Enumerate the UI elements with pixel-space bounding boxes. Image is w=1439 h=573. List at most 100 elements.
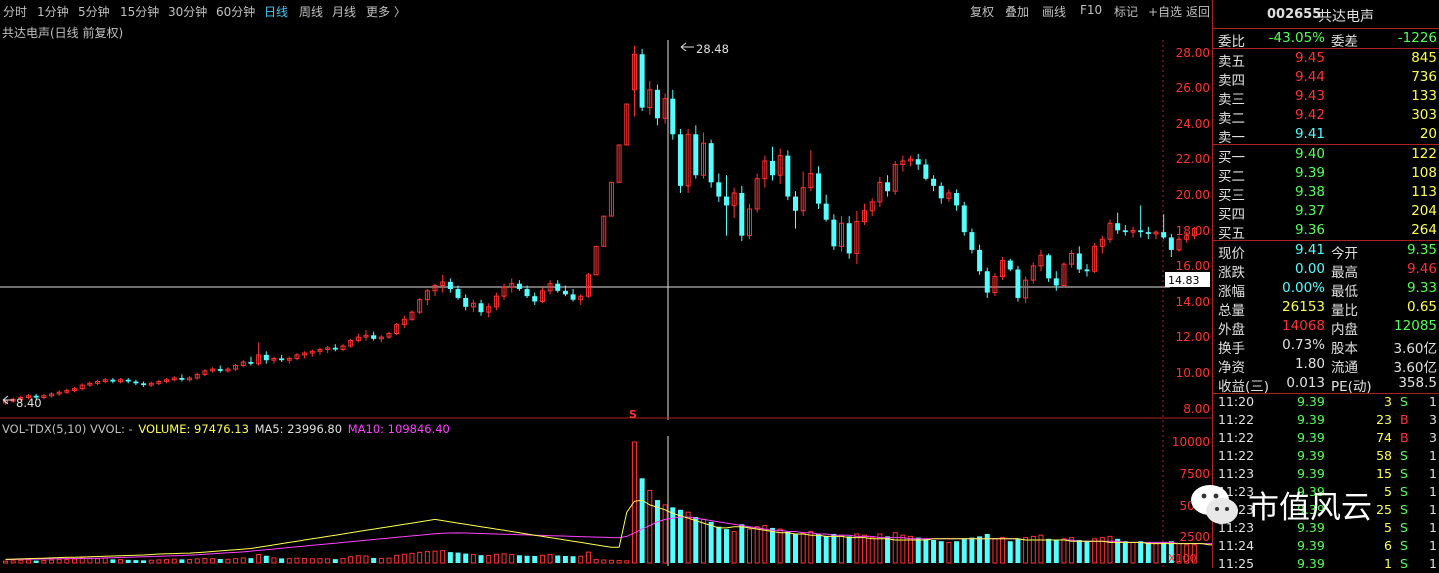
kline-chart[interactable]: 28.00 26.00 24.00 22.00 20.00 18.00 16.00 14.00… (0, 0, 1212, 568)
quote-value: 26153 (1282, 299, 1325, 315)
toolbar-btn-2[interactable]: 画线 (1042, 5, 1067, 19)
period-tab-2[interactable]: 5分钟 (78, 5, 110, 19)
quote-label-2: PE(动) (1331, 379, 1372, 395)
period-tab-1[interactable]: 1分钟 (37, 5, 69, 19)
candle-body (1007, 260, 1013, 270)
volume-bar (762, 524, 768, 564)
candle-body (624, 103, 630, 146)
price-tick-label: 26.00 (1176, 81, 1210, 95)
volume-bar (194, 558, 200, 564)
candle-body (56, 391, 62, 395)
candle-body (524, 289, 530, 297)
tick-price: 9.39 (1297, 430, 1325, 445)
volume-bar (823, 536, 829, 563)
volume-bar (325, 558, 331, 564)
toolbar-btn-4[interactable]: 标记 (1114, 5, 1139, 19)
period-tab-3[interactable]: 15分钟 (120, 5, 160, 19)
period-tab-4[interactable]: 30分钟 (168, 5, 208, 19)
volume-bar (463, 553, 469, 563)
toolbar-btn-3[interactable]: F10 (1080, 3, 1103, 17)
period-tab-5[interactable]: 60分钟 (216, 5, 256, 19)
candle-body (64, 389, 70, 393)
quote-value: 0.013 (1286, 375, 1325, 391)
volume-bar (1084, 541, 1090, 563)
candle-body (1130, 229, 1136, 233)
candle-body (708, 143, 714, 183)
quote-label-2: 内盘 (1331, 322, 1358, 338)
period-tab-9[interactable]: 更多 〉 (366, 5, 406, 19)
period-tab-0[interactable]: 分时 (3, 5, 28, 19)
tick-row: 11:22 9.39 23 B 3 (1213, 411, 1439, 429)
volume-bar (102, 557, 108, 564)
volume-bar (125, 559, 131, 563)
candle-body (793, 196, 799, 211)
candle-body (202, 370, 208, 375)
volume-bar (202, 557, 208, 564)
candle-body (992, 276, 998, 294)
volume-bar (95, 558, 101, 564)
volume-tick-label: 7500 (1179, 467, 1210, 481)
toolbar-btn-0[interactable]: 复权 (970, 5, 995, 19)
watermark-text: 市值风云 (1248, 490, 1372, 526)
candle-body (424, 290, 430, 301)
quote-value: 14068 (1282, 318, 1325, 334)
volume-bar (915, 537, 921, 563)
volume-bar (631, 441, 637, 564)
candle-body (317, 349, 323, 352)
bid-price: 9.37 (1294, 203, 1325, 219)
volume-bar (1153, 543, 1159, 564)
toolbar-btn-1[interactable]: 叠加 (1005, 5, 1030, 19)
volume-bar (900, 534, 906, 564)
volume-bar (731, 531, 737, 564)
candle-body (616, 144, 622, 183)
volume-bar (424, 551, 430, 564)
tick-count: 1 (1429, 466, 1437, 481)
candle-body (440, 281, 446, 286)
volume-bar (87, 557, 93, 564)
tick-volume: 25 (1376, 502, 1392, 517)
candle-body (1015, 269, 1021, 298)
ask-volume: 845 (1411, 50, 1437, 66)
period-tab-8[interactable]: 月线 (332, 5, 357, 19)
volume-bar (340, 557, 346, 564)
volume-bar (118, 559, 124, 564)
toolbar-btn-6[interactable]: 返回 (1186, 5, 1211, 19)
volume-bar (394, 554, 400, 564)
volume-bar (585, 551, 591, 564)
tick-volume: 74 (1376, 430, 1392, 445)
candle-body (954, 192, 960, 206)
candle-body (309, 350, 315, 354)
candle-body (754, 178, 760, 210)
quote-value: 0.73% (1282, 337, 1325, 353)
ask-price: 9.42 (1294, 107, 1325, 123)
volume-bar (348, 556, 354, 564)
period-toolbar: 分时 1分钟 5分钟 15分钟 30分钟 60分钟 日线 周线 月线 更多 〉 复权 叠加 画线 F10 标… (0, 0, 1212, 22)
candle-body (217, 369, 223, 371)
candle-body (87, 382, 93, 386)
toolbar-btn-5[interactable]: +自选 (1148, 5, 1183, 19)
candle-body (148, 382, 154, 386)
volume-bar (455, 552, 461, 563)
bid-price: 9.38 (1294, 184, 1325, 200)
candle-body (33, 395, 39, 398)
volume-value: VOLUME: 97476.13 (138, 422, 249, 436)
candle-body (455, 289, 461, 298)
volume-bar (961, 538, 967, 563)
quote-label-2: 最高 (1331, 265, 1358, 281)
tick-price: 9.39 (1297, 502, 1325, 517)
panel-divider (1213, 48, 1439, 49)
candle-body (578, 295, 584, 301)
candle-body (900, 160, 906, 166)
volume-bar (839, 534, 845, 564)
weibi-row: 委比 -43.05% 委差 -1226 (1213, 29, 1439, 50)
candle-body (762, 160, 768, 180)
candle-body (961, 205, 967, 233)
volume-bar (862, 534, 868, 564)
candle-body (1115, 223, 1121, 231)
volume-bar (309, 558, 315, 564)
period-tab-7[interactable]: 周线 (299, 5, 324, 19)
period-tab-6[interactable]: 日线 (264, 5, 289, 19)
quote-row: 现价 9.41 今开 9.35 (1213, 241, 1439, 262)
ask-price: 9.45 (1294, 50, 1325, 66)
candle-body (294, 354, 300, 359)
